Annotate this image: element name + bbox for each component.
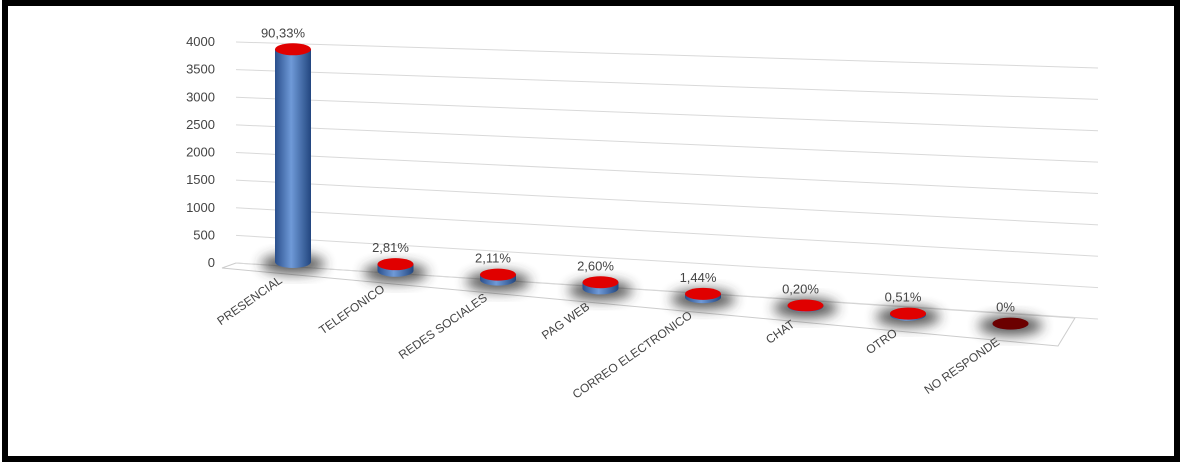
data-label: 0,20% — [782, 282, 819, 297]
y-tick-label: 1500 — [186, 172, 215, 187]
data-label: 0,51% — [885, 290, 922, 305]
grid-line — [235, 179, 1099, 226]
grid-line — [235, 152, 1099, 194]
y-tick-label: 3000 — [186, 89, 215, 104]
data-label: 90,33% — [261, 25, 306, 40]
y-tick-label: 0 — [208, 255, 215, 270]
bar-top — [275, 43, 311, 56]
x-tick-label: PAG WEB — [539, 299, 592, 342]
bar-top — [992, 317, 1029, 330]
y-tick-label: 4000 — [186, 34, 215, 49]
x-tick-label: NO RESPONDE — [922, 335, 1003, 397]
data-label: 1,44% — [680, 270, 717, 285]
y-tick-label: 2500 — [186, 117, 215, 132]
x-tick-label: PRESENCIAL — [214, 273, 285, 328]
bar-top — [890, 307, 926, 320]
data-label: 2,81% — [372, 240, 409, 255]
x-tick-label: REDES SOCIALES — [396, 291, 490, 363]
x-tick-label: TELEFONICO — [316, 282, 387, 337]
grid-line — [235, 41, 1099, 69]
data-label: 2,60% — [577, 258, 614, 273]
grid-line — [235, 69, 1099, 100]
bar-top — [377, 258, 414, 271]
bar-top — [685, 287, 721, 300]
bar-top — [480, 268, 516, 281]
grid-line — [235, 207, 1099, 257]
y-tick-label: 500 — [193, 227, 215, 242]
grid-line — [235, 234, 1099, 289]
y-tick-label: 3500 — [186, 62, 215, 77]
x-tick-label: CORREO ELECTRONICO — [570, 308, 695, 401]
data-label: 2,11% — [475, 251, 511, 266]
bar — [275, 49, 311, 268]
grid-line — [235, 124, 1099, 163]
y-tick-label: 2000 — [186, 145, 215, 160]
x-tick-label: OTRO — [863, 326, 899, 357]
bar-top — [582, 276, 619, 289]
grid-line — [235, 96, 1099, 132]
y-tick-label: 1000 — [186, 200, 215, 215]
bar-top — [787, 299, 824, 312]
data-label: 0% — [996, 300, 1015, 315]
